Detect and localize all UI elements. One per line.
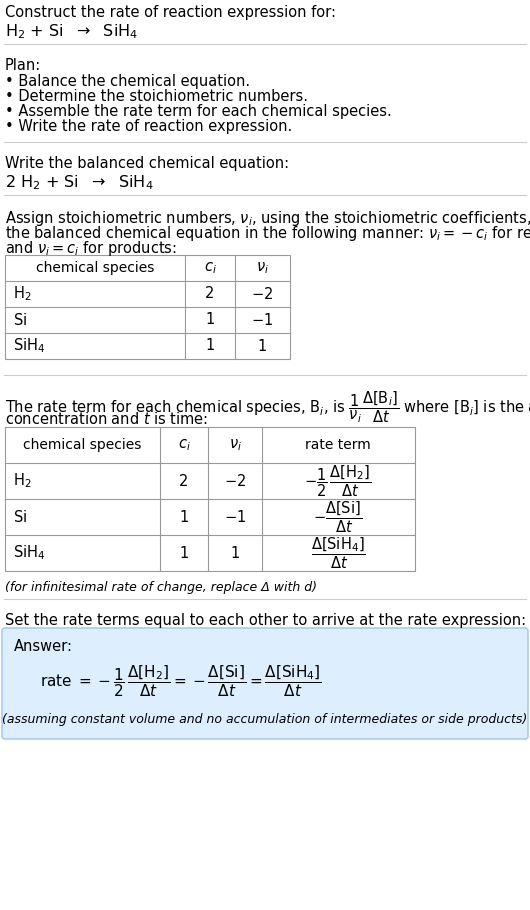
Text: Write the balanced chemical equation:: Write the balanced chemical equation: — [5, 156, 289, 171]
Text: $-2$: $-2$ — [251, 286, 273, 302]
Text: 1: 1 — [206, 339, 215, 353]
Bar — [5, 255, 290, 359]
Text: chemical species: chemical species — [23, 438, 141, 452]
Text: Assign stoichiometric numbers, $\nu_i$, using the stoichiometric coefficients, $: Assign stoichiometric numbers, $\nu_i$, … — [5, 209, 530, 228]
Text: $-\dfrac{\Delta[\mathrm{Si}]}{\Delta t}$: $-\dfrac{\Delta[\mathrm{Si}]}{\Delta t}$ — [313, 500, 363, 535]
Text: $\nu_i$: $\nu_i$ — [255, 260, 269, 276]
Text: • Determine the stoichiometric numbers.: • Determine the stoichiometric numbers. — [5, 89, 308, 104]
Text: $\mathregular{2\ H_2}$ + Si  $\rightarrow$  $\mathregular{SiH_4}$: $\mathregular{2\ H_2}$ + Si $\rightarrow… — [5, 173, 154, 192]
Text: $c_i$: $c_i$ — [204, 260, 216, 276]
Text: $\dfrac{\Delta[\mathrm{SiH_4}]}{\Delta t}$: $\dfrac{\Delta[\mathrm{SiH_4}]}{\Delta t… — [311, 535, 366, 571]
Text: $\mathregular{H_2}$ + Si  $\rightarrow$  $\mathregular{SiH_4}$: $\mathregular{H_2}$ + Si $\rightarrow$ $… — [5, 22, 138, 41]
Text: and $\nu_i = c_i$ for products:: and $\nu_i = c_i$ for products: — [5, 239, 177, 258]
Text: chemical species: chemical species — [36, 261, 154, 275]
Text: • Balance the chemical equation.: • Balance the chemical equation. — [5, 74, 250, 89]
Text: $-\dfrac{1}{2}\,\dfrac{\Delta[\mathrm{H_2}]}{\Delta t}$: $-\dfrac{1}{2}\,\dfrac{\Delta[\mathrm{H_… — [304, 463, 372, 499]
Text: $\mathregular{Si}$: $\mathregular{Si}$ — [13, 312, 27, 328]
Text: $-2$: $-2$ — [224, 473, 246, 489]
Text: $\mathregular{H_2}$: $\mathregular{H_2}$ — [13, 471, 32, 490]
Text: the balanced chemical equation in the following manner: $\nu_i = -c_i$ for react: the balanced chemical equation in the fo… — [5, 224, 530, 243]
Text: 1: 1 — [206, 312, 215, 328]
Text: $-1$: $-1$ — [251, 312, 273, 328]
Text: $1$: $1$ — [230, 545, 240, 561]
FancyBboxPatch shape — [2, 628, 528, 739]
Text: $c_i$: $c_i$ — [178, 437, 190, 453]
Text: concentration and $t$ is time:: concentration and $t$ is time: — [5, 411, 208, 427]
Text: (for infinitesimal rate of change, replace Δ with d): (for infinitesimal rate of change, repla… — [5, 581, 317, 594]
Text: rate term: rate term — [305, 438, 371, 452]
Text: 1: 1 — [179, 510, 189, 524]
Text: Answer:: Answer: — [14, 639, 73, 654]
Text: • Assemble the rate term for each chemical species.: • Assemble the rate term for each chemic… — [5, 104, 392, 119]
Text: The rate term for each chemical species, $\mathrm{B}_i$, is $\dfrac{1}{\nu_i}\df: The rate term for each chemical species,… — [5, 389, 530, 425]
Text: $\mathregular{H_2}$: $\mathregular{H_2}$ — [13, 285, 32, 303]
Text: 2: 2 — [205, 287, 215, 301]
Text: $-1$: $-1$ — [224, 509, 246, 525]
Text: Plan:: Plan: — [5, 58, 41, 73]
Text: (assuming constant volume and no accumulation of intermediates or side products): (assuming constant volume and no accumul… — [2, 713, 528, 725]
Text: $\mathregular{Si}$: $\mathregular{Si}$ — [13, 509, 27, 525]
Text: • Write the rate of reaction expression.: • Write the rate of reaction expression. — [5, 119, 292, 134]
Text: $\mathregular{SiH_4}$: $\mathregular{SiH_4}$ — [13, 543, 46, 562]
Text: 1: 1 — [179, 545, 189, 561]
Text: $\mathregular{SiH_4}$: $\mathregular{SiH_4}$ — [13, 337, 46, 355]
Text: rate $= -\dfrac{1}{2}\,\dfrac{\Delta[\mathrm{H_2}]}{\Delta t} = -\dfrac{\Delta[\: rate $= -\dfrac{1}{2}\,\dfrac{\Delta[\ma… — [40, 663, 322, 699]
Text: 2: 2 — [179, 473, 189, 489]
Text: $\nu_i$: $\nu_i$ — [228, 437, 242, 453]
Text: $1$: $1$ — [257, 338, 267, 354]
Text: Construct the rate of reaction expression for:: Construct the rate of reaction expressio… — [5, 5, 336, 20]
Bar — [5, 427, 415, 571]
Text: Set the rate terms equal to each other to arrive at the rate expression:: Set the rate terms equal to each other t… — [5, 613, 526, 628]
